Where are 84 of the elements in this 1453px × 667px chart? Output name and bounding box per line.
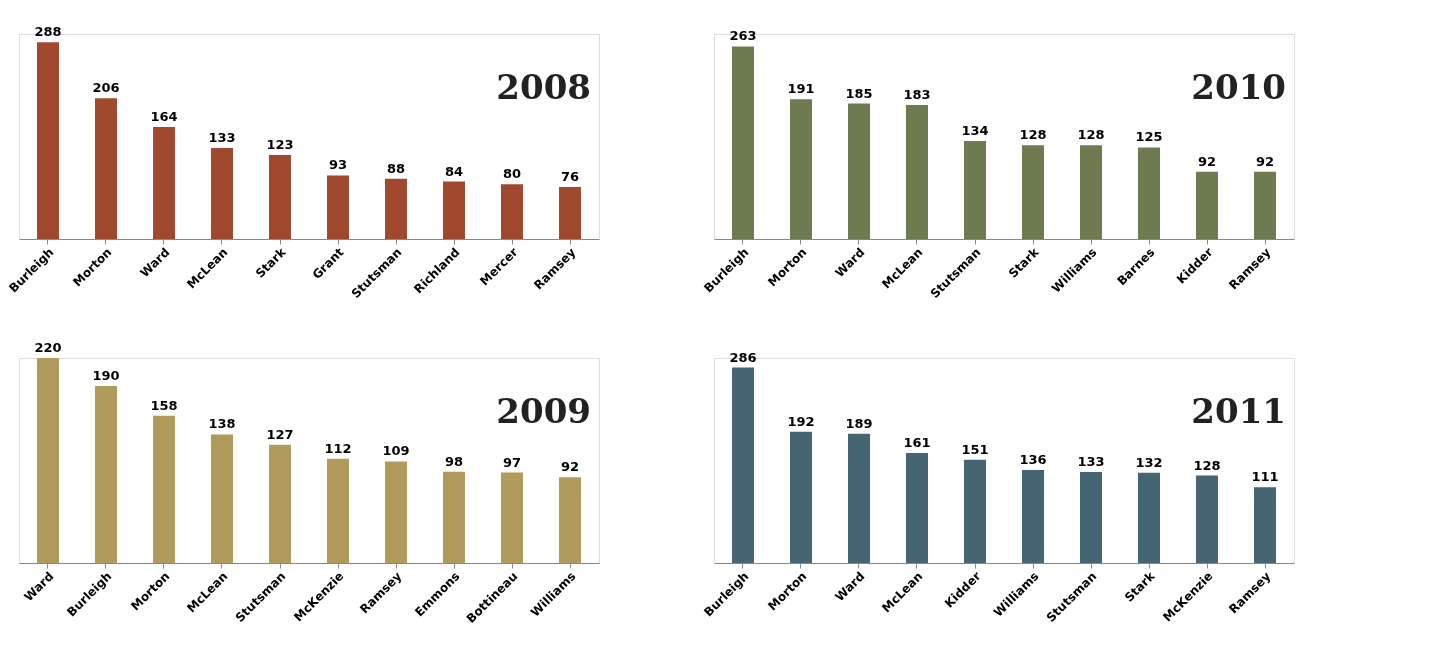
bar [790,431,812,563]
bar [153,415,175,563]
data-label: 286 [729,349,757,365]
bar [559,187,581,239]
data-label: 127 [266,426,294,442]
bar [1196,171,1218,239]
data-label: 80 [502,166,522,182]
data-label: 189 [845,415,873,431]
bar [269,444,291,563]
data-label: 288 [34,24,62,40]
bar [501,184,523,239]
bar [732,367,754,563]
data-label: 123 [266,136,294,152]
data-label: 158 [150,397,178,413]
bar [1080,145,1102,239]
data-label: 151 [961,441,989,457]
bar [1196,475,1218,563]
data-label: 84 [444,163,464,179]
data-label: 138 [208,416,236,432]
data-label: 128 [1077,127,1105,143]
bar [964,140,986,239]
bar [1254,171,1276,239]
bar [211,148,233,239]
data-label: 97 [502,454,522,470]
bar [848,103,870,239]
bar [964,459,986,563]
data-label: 136 [1019,452,1047,468]
data-label: 191 [787,81,815,97]
bar [211,434,233,563]
bar [1080,472,1102,563]
data-label: 190 [92,367,120,383]
bar [732,46,754,239]
data-label: 109 [382,443,410,459]
data-label: 111 [1251,469,1279,485]
bar [501,472,523,563]
text: 2009 [496,391,591,431]
bar [1138,472,1160,563]
data-label: 161 [903,434,931,450]
data-label: 220 [34,340,62,355]
text: 2010 [1191,67,1286,107]
data-label: 183 [903,87,931,103]
data-label: 164 [150,108,178,124]
data-label: 98 [444,453,464,469]
bar [848,433,870,563]
bar [1138,147,1160,239]
bar [906,452,928,563]
bar [443,181,465,239]
data-label: 88 [386,160,406,176]
data-label: 76 [560,169,580,185]
data-label: 92 [1197,153,1217,169]
data-label: 92 [560,459,580,475]
text: 2011 [1191,391,1286,431]
data-label: 263 [729,28,757,44]
data-label: 125 [1135,129,1163,145]
bar [95,385,117,563]
bar [906,105,928,239]
text: 2008 [496,67,591,107]
bar [153,126,175,239]
data-label: 92 [1255,153,1275,169]
bar [327,175,349,239]
data-label: 133 [1077,454,1105,470]
bar [327,458,349,563]
bar [790,99,812,239]
bar [559,477,581,563]
data-label: 132 [1135,454,1163,470]
data-label: 133 [208,130,236,146]
bar [1022,145,1044,239]
bar [443,471,465,563]
data-label: 192 [787,413,815,429]
bar [95,98,117,239]
data-label: 112 [324,440,352,456]
data-label: 128 [1019,127,1047,143]
bar [385,178,407,239]
bar [1022,470,1044,563]
data-label: 93 [328,157,348,173]
bar [269,154,291,239]
bar [37,358,59,563]
bar [385,461,407,563]
data-label: 185 [845,85,873,101]
bar [37,42,59,239]
data-label: 206 [92,80,120,96]
data-label: 134 [961,122,989,138]
data-label: 128 [1193,457,1221,473]
bar [1254,487,1276,563]
